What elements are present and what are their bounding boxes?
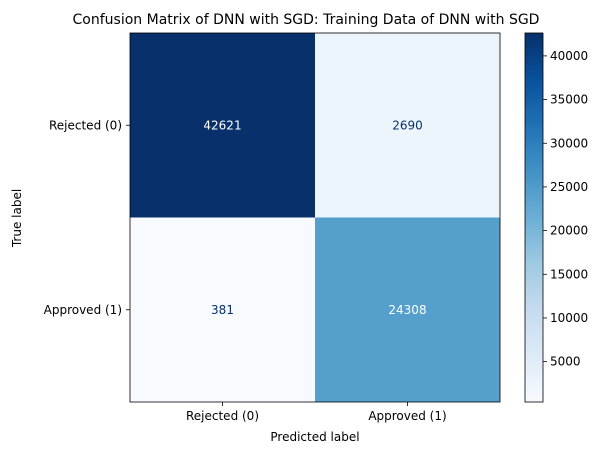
matrix-cell: [315, 217, 500, 402]
x-axis-ticks: Rejected (0) Approved (1): [186, 402, 447, 423]
matrix-cells: 42621 2690 381 24308: [130, 33, 500, 402]
matrix-cell: [315, 33, 500, 218]
colorbar-ticks: 5000 10000 15000 20000 25000 30000 35000 40000: [543, 49, 588, 369]
colorbar-tick-label: 15000: [550, 267, 588, 281]
plot-frame: [129, 32, 501, 403]
y-tick-label: Rejected (0): [49, 118, 122, 132]
x-tick-label: Rejected (0): [186, 409, 259, 423]
y-tick-label: Approved (1): [44, 303, 122, 317]
cell-value-label: 2690: [392, 118, 423, 132]
colorbar: [524, 32, 544, 403]
colorbar-tick-label: 30000: [550, 136, 588, 150]
cell-value-label: 42621: [203, 118, 241, 132]
colorbar-tick-label: 40000: [550, 49, 588, 63]
matrix-cell: [130, 33, 315, 218]
cell-value-label: 24308: [388, 303, 426, 317]
x-tick-label: Approved (1): [368, 409, 446, 423]
matrix-cell: [130, 217, 315, 402]
colorbar-tick-label: 20000: [550, 224, 588, 238]
x-axis-label: Predicted label: [270, 430, 359, 444]
cell-value-label: 381: [211, 303, 234, 317]
colorbar-tick-label: 35000: [550, 93, 588, 107]
colorbar-tick-label: 25000: [550, 180, 588, 194]
chart-title: Confusion Matrix of DNN with SGD: Traini…: [73, 12, 540, 28]
y-axis-ticks: Rejected (0) Approved (1): [44, 118, 130, 317]
colorbar-tick-label: 10000: [550, 311, 588, 325]
colorbar-tick-label: 5000: [550, 355, 581, 369]
y-axis-label: True label: [10, 189, 24, 248]
